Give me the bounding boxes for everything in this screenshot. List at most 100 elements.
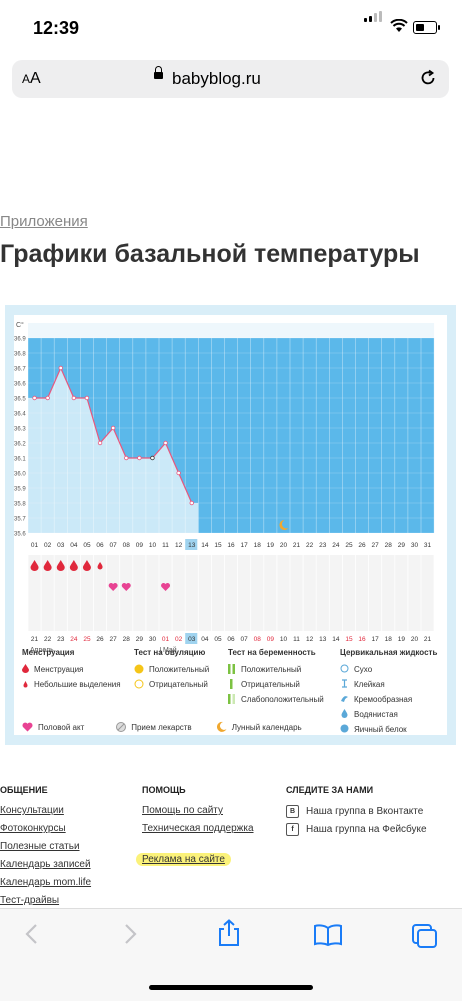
- x-date-label: 04: [201, 636, 209, 643]
- x-day-label: 27: [372, 542, 380, 549]
- x-day-label: 13: [188, 542, 196, 549]
- data-point: [124, 455, 129, 461]
- bookmarks-icon[interactable]: [313, 923, 343, 953]
- x-date-label: 16: [358, 636, 366, 643]
- facebook-icon: f: [286, 823, 299, 836]
- status-time: 12:39: [33, 18, 80, 38]
- moon-icon: [216, 721, 227, 734]
- x-day-label: 21: [293, 542, 301, 549]
- vk-icon: В: [286, 805, 299, 818]
- x-date-label: 23: [57, 636, 65, 643]
- breadcrumb[interactable]: Приложения: [0, 213, 88, 230]
- y-tick-label: 35.6: [14, 532, 26, 538]
- footer-link[interactable]: Консультации: [0, 805, 64, 816]
- data-point: [45, 395, 50, 401]
- tabs-icon[interactable]: [411, 923, 439, 955]
- footer-link[interactable]: Календарь записей: [0, 859, 91, 870]
- menstruation-drop: [82, 560, 91, 571]
- legend-pregnancy: Тест на беременность Положительный Отриц…: [228, 648, 324, 704]
- x-day-label: 24: [332, 542, 340, 549]
- x-day-label: 06: [96, 542, 104, 549]
- x-day-label: 30: [411, 542, 419, 549]
- legend-cervical: Цервикальная жидкость Сухо Клейкая Кремо…: [340, 648, 438, 734]
- menstruation-drop: [56, 560, 65, 571]
- x-day-label: 01: [31, 542, 39, 549]
- x-date-label: 29: [136, 636, 144, 643]
- footer-link[interactable]: Фотоконкурсы: [0, 823, 66, 834]
- y-tick-label: 36.2: [14, 442, 26, 448]
- x-day-label: 18: [254, 542, 262, 549]
- wifi-icon: [390, 18, 408, 36]
- x-day-label: 26: [358, 542, 366, 549]
- x-day-label: 10: [149, 542, 157, 549]
- y-tick-label: 36.8: [14, 352, 26, 358]
- lock-icon: [154, 66, 163, 79]
- footer-link[interactable]: Календарь mom.life: [0, 877, 92, 888]
- footer-col-social: СЛЕДИТЕ ЗА НАМИ В Наша группа в Вконтакте…: [286, 785, 427, 836]
- x-day-label: 16: [227, 542, 235, 549]
- data-point: [58, 365, 63, 371]
- y-tick-label: 36.1: [14, 457, 26, 463]
- text-size-button[interactable]: AA: [22, 70, 41, 87]
- reload-icon[interactable]: [419, 69, 437, 92]
- pill-icon: [116, 721, 127, 734]
- x-day-label: 23: [319, 542, 327, 549]
- vk-link[interactable]: В Наша группа в Вконтакте: [286, 805, 427, 818]
- x-day-label: 20: [280, 542, 288, 549]
- url-domain[interactable]: babyblog.ru: [154, 66, 261, 89]
- x-date-label: 18: [385, 636, 393, 643]
- x-date-label: 21: [31, 636, 39, 643]
- forward-icon[interactable]: [124, 923, 138, 951]
- x-day-label: 22: [306, 542, 314, 549]
- address-bar[interactable]: AA babyblog.ru: [12, 60, 449, 98]
- x-date-label: 10: [280, 636, 288, 643]
- data-point: [71, 395, 77, 401]
- data-point: [84, 395, 90, 401]
- data-point: [110, 425, 116, 431]
- x-day-label: 09: [136, 542, 144, 549]
- plot-top-band: [28, 323, 435, 338]
- footer-link[interactable]: Помощь по сайту: [142, 805, 223, 816]
- menstruation-drop: [30, 560, 39, 571]
- month-label-april: Апрель: [30, 647, 54, 654]
- x-date-label: 05: [214, 636, 222, 643]
- chart-legend: Менструация Менструация Небольшие выделе…: [22, 648, 442, 738]
- data-point: [137, 455, 142, 461]
- x-date-label: 11: [293, 636, 300, 643]
- x-day-label: 07: [110, 542, 118, 549]
- moon-marker: [279, 520, 289, 530]
- y-tick-label: 35.8: [14, 502, 26, 508]
- y-axis-label: C°: [16, 321, 24, 329]
- footer-link-ads[interactable]: Реклама на сайте: [136, 853, 254, 867]
- x-date-label: 09: [267, 636, 275, 643]
- x-day-label: 04: [70, 542, 78, 549]
- footer-link[interactable]: Тест-драйвы: [0, 895, 60, 906]
- x-date-label: 02: [175, 636, 183, 643]
- data-point: [97, 440, 103, 446]
- battery-icon: [413, 21, 440, 34]
- x-date-label: 28: [123, 636, 131, 643]
- pregnancy-negative-icon: [228, 678, 236, 691]
- y-tick-label: 36.6: [14, 382, 26, 388]
- creamy-icon: [340, 694, 349, 705]
- footer-link[interactable]: Техническая поддержка: [142, 823, 254, 834]
- y-tick-label: 35.7: [14, 517, 26, 523]
- x-date-label: 12: [306, 636, 314, 643]
- x-date-label: 14: [332, 636, 340, 643]
- x-day-label: 14: [201, 542, 209, 549]
- events-area: [28, 555, 435, 631]
- current-day-highlight: [185, 539, 198, 550]
- x-date-label: 08: [254, 636, 262, 643]
- y-tick-label: 36.5: [14, 397, 26, 403]
- facebook-link[interactable]: f Наша группа на Фейсбуке: [286, 823, 427, 836]
- x-date-label: 20: [411, 636, 419, 643]
- footer-link[interactable]: Полезные статьи: [0, 841, 80, 852]
- back-icon[interactable]: [24, 923, 38, 951]
- intercourse-heart: [108, 583, 118, 591]
- x-date-label: 26: [96, 636, 104, 643]
- data-point: [176, 470, 181, 476]
- x-date-label: 25: [83, 636, 91, 643]
- x-day-label: 02: [44, 542, 52, 549]
- share-icon[interactable]: [217, 919, 241, 953]
- x-date-label: 22: [44, 636, 52, 643]
